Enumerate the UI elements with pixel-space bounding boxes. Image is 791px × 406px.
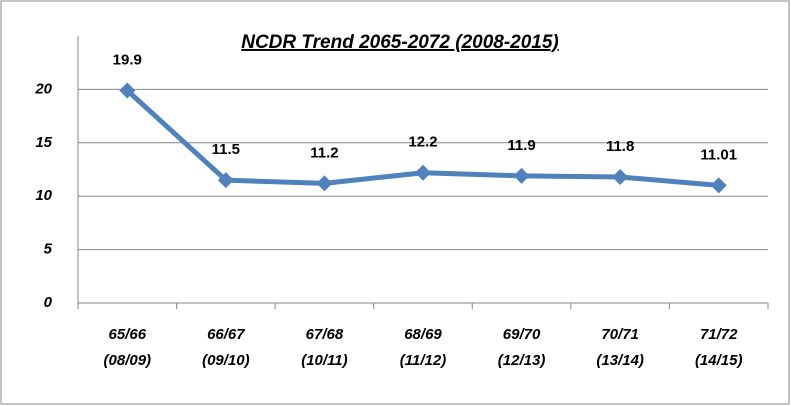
data-label: 19.9: [113, 51, 142, 68]
x-tick-label: 69/70: [503, 326, 541, 343]
y-tick-label: 0: [44, 294, 53, 311]
chart-title: NCDR Trend 2065-2072 (2008-2015): [241, 32, 559, 53]
data-label: 11.5: [212, 141, 240, 158]
x-tick-label: 71/72: [700, 326, 738, 343]
x-tick-label: (10/11): [301, 352, 347, 369]
marker: [316, 175, 333, 192]
x-tick-label: 70/71: [601, 326, 639, 343]
x-tick-label: (08/09): [104, 352, 152, 369]
x-tick-label: 67/68: [306, 326, 344, 343]
data-label: 11.8: [606, 138, 634, 155]
marker: [710, 177, 727, 194]
y-tick-label: 10: [35, 187, 52, 204]
x-tick-label: (12/13): [498, 352, 546, 369]
marker: [612, 168, 629, 185]
data-label: 11.9: [507, 137, 535, 154]
marker: [119, 82, 136, 99]
x-tick-label: 68/69: [404, 326, 442, 343]
x-tick-label: (11/12): [400, 352, 446, 369]
x-tick-label: (14/15): [695, 352, 743, 369]
data-label: 11.2: [310, 144, 338, 161]
y-tick-label: 5: [44, 241, 53, 258]
x-tick-label: (13/14): [596, 352, 644, 369]
marker: [217, 172, 234, 189]
data-label: 11.01: [700, 146, 737, 163]
y-tick-label: 20: [34, 80, 52, 97]
x-tick-label: 65/66: [109, 326, 147, 343]
data-label: 12.2: [408, 134, 437, 151]
y-tick-label: 15: [35, 134, 52, 151]
marker: [415, 164, 431, 181]
marker: [513, 167, 530, 184]
x-tick-label: 66/67: [207, 326, 245, 343]
x-tick-label: (09/10): [202, 352, 250, 369]
